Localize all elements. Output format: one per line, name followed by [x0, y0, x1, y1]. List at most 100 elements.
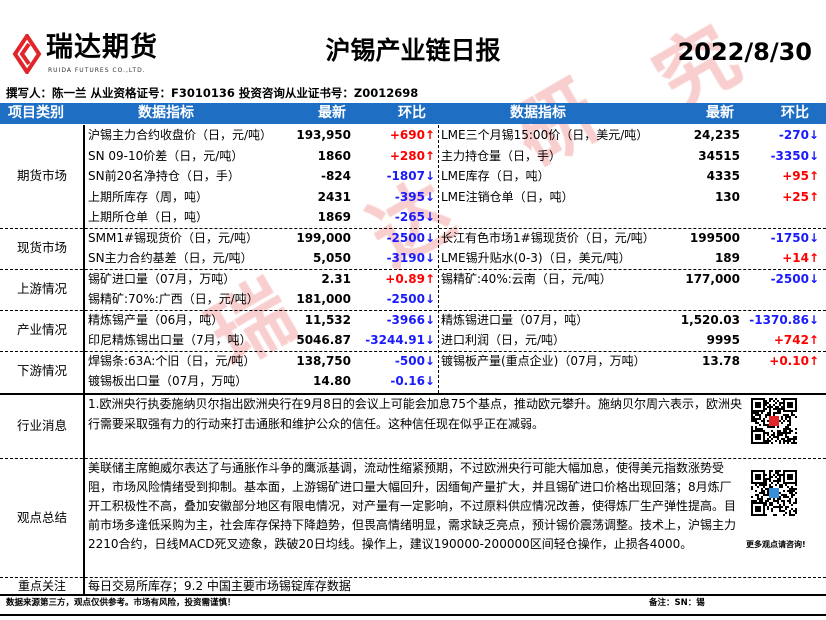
- indicator-name: 镀锡板出口量（07月，万吨）: [88, 374, 248, 388]
- indicator-name: 锡矿进口量（07月，万吨）: [88, 271, 236, 286]
- change-value: -265↓: [394, 210, 435, 224]
- table-row: SN前20名净持仓（日，手） -824 -1807↓ LME库存（日，吨） 4335 +9…: [0, 166, 826, 187]
- latest-value: 189: [714, 251, 740, 265]
- category-label: 上游情况: [16, 281, 67, 296]
- indicator-name: 镀锡板产量(重点企业)（07月，万吨）: [441, 353, 646, 368]
- category-label: 期货市场: [16, 168, 67, 184]
- latest-value: 1,520.03: [680, 312, 740, 327]
- news-category: 行业消息: [16, 418, 67, 433]
- latest-value: 199,000: [296, 230, 351, 245]
- indicator-name: SN 09-10价差（日，元/吨）: [88, 148, 244, 163]
- latest-value: 138,750: [296, 353, 351, 368]
- divider: [0, 458, 826, 459]
- indicator-name: SN前20名净持仓（日，手）: [88, 169, 240, 183]
- change-value: -270↓: [778, 128, 819, 142]
- header-latest: 最新: [318, 105, 346, 121]
- indicator-name: LME三个月锡15:00价（日，美元/吨）: [441, 128, 649, 142]
- table-row: 上期所仓单（日，吨） 1869 -265↓: [0, 207, 826, 228]
- table-header: 项目类别 数据指标 最新 环比 数据指标 最新 环比: [0, 103, 826, 124]
- divider: [0, 268, 826, 270]
- change-value: -2500↓: [386, 292, 435, 306]
- focus-category: 重点关注: [17, 579, 66, 593]
- indicator-name: 精炼锡进口量（07月，吨）: [441, 312, 589, 327]
- category-label: 下游情况: [16, 363, 67, 378]
- latest-value: -824: [320, 169, 351, 183]
- header-change-2: 环比: [781, 105, 809, 121]
- qr-code-icon[interactable]: [751, 398, 797, 444]
- divider: [0, 577, 826, 578]
- change-value: +25↑: [782, 189, 819, 204]
- header-indicator-2: 数据指标: [510, 105, 566, 121]
- latest-value: 130: [714, 189, 740, 204]
- indicator-name: LME库存（日，吨）: [441, 169, 550, 183]
- table-row: 锡矿进口量（07月，万吨） 2.31 +0.89↑ 锡精矿:40%:云南（日，元/吨）…: [0, 269, 826, 290]
- latest-value: 181,000: [296, 292, 351, 306]
- divider: [0, 227, 826, 229]
- indicator-name: SMM1#锡现货价（日，元/吨）: [88, 230, 259, 245]
- change-value: -1370.86↓: [749, 312, 819, 327]
- change-value: -3190↓: [386, 251, 435, 265]
- change-value: -1807↓: [386, 169, 435, 183]
- change-value: +14↑: [782, 251, 819, 265]
- change-value: +0.10↑: [769, 353, 819, 368]
- change-value: -1750↓: [770, 230, 819, 245]
- logo-name-en: RUIDA FUTURES CO.,LTD.: [48, 67, 146, 74]
- logo-name: 瑞达期货: [46, 32, 158, 63]
- change-value: -395↓: [394, 189, 435, 204]
- view-category: 观点总结: [16, 510, 67, 525]
- ruida-logo-icon: [12, 34, 42, 74]
- table-row: 镀锡板出口量（07月，万吨） 14.80 -0.16↓: [0, 371, 826, 392]
- indicator-name: 锡精矿:70%:广西（日，元/吨）: [88, 292, 259, 306]
- indicator-name: 主力持仓量（日，手）: [441, 148, 562, 163]
- change-value: -3350↓: [770, 148, 819, 163]
- table-row: 精炼锡产量（06月，吨） 11,532 -3966↓ 精炼锡进口量（07月，吨） 1,5…: [0, 310, 826, 331]
- latest-value: 1860: [317, 148, 351, 163]
- latest-value: 4335: [706, 169, 740, 183]
- latest-value: 2431: [317, 189, 351, 204]
- latest-value: 2.31: [321, 271, 351, 286]
- table-row: 焊锡条:63A:个旧（日，元/吨） 138,750 -500↓ 镀锡板产量(重点企业)…: [0, 351, 826, 372]
- focus-text: 每日交易所库存；9.2 中国主要市场锡锭库存数据: [88, 579, 351, 593]
- divider: [0, 350, 826, 352]
- change-value: -3966↓: [386, 312, 435, 327]
- author-line: 撰写人：陈一兰 从业资格证号：F3010136 投资咨询从业证书号：Z00126…: [6, 86, 419, 100]
- qr-code-icon[interactable]: [751, 470, 797, 516]
- latest-value: 9995: [706, 333, 740, 347]
- indicator-name: 上期所仓单（日，吨）: [88, 210, 209, 224]
- table-row: 锡精矿:70%:广西（日，元/吨） 181,000 -2500↓: [0, 289, 826, 310]
- qr-caption: 更多观点请咨询!: [746, 540, 806, 549]
- divider: [83, 125, 85, 595]
- change-value: +690↑: [389, 128, 435, 142]
- latest-value: 193,950: [296, 128, 351, 142]
- indicator-name: 焊锡条:63A:个旧（日，元/吨）: [88, 353, 256, 368]
- latest-value: 5,050: [313, 251, 351, 265]
- footnote: 备注：SN：锡: [649, 598, 705, 608]
- indicator-name: 锡精矿:40%:云南（日，元/吨）: [441, 271, 612, 286]
- change-value: -0.16↓: [390, 374, 435, 388]
- change-value: -500↓: [394, 353, 435, 368]
- indicator-name: 上期所库存（周，吨）: [88, 189, 209, 204]
- table-row: SN主力合约基差（日，元/吨） 5,050 -3190↓ LME锡升贴水(0-3)（日…: [0, 248, 826, 269]
- latest-value: 13.78: [702, 353, 740, 368]
- indicator-name: 进口利润（日，元/吨）: [441, 333, 566, 347]
- indicator-name: 沪锡主力合约收盘价（日，元/吨）: [88, 128, 273, 142]
- table-row: SN 09-10价差（日，元/吨） 1860 +280↑ 主力持仓量（日，手） 3451…: [0, 146, 826, 167]
- divider: [0, 614, 826, 616]
- change-value: +280↑: [389, 148, 435, 163]
- change-value: -3244.91↓: [365, 333, 435, 347]
- change-value: +0.89↑: [385, 271, 435, 286]
- disclaimer: 数据来源第三方，观点仅供参考。市场有风险，投资需谨慎！: [6, 598, 236, 608]
- indicator-name: LME锡升贴水(0-3)（日，美元/吨）: [441, 251, 631, 265]
- news-text: 1.欧洲央行执委施纳贝尔指出欧洲央行在9月8日的会议上可能会加息75个基点，推动…: [88, 397, 742, 431]
- header-indicator: 数据指标: [138, 105, 194, 121]
- report-date: 2022/8/30: [677, 38, 812, 66]
- divider: [438, 125, 439, 393]
- indicator-name: LME注销仓单（日，吨）: [441, 189, 574, 204]
- divider: [0, 393, 826, 395]
- latest-value: 11,532: [304, 312, 351, 327]
- change-value: +742↑: [773, 333, 819, 347]
- table-row: 沪锡主力合约收盘价（日，元/吨） 193,950 +690↑ LME三个月锡15:00…: [0, 125, 826, 146]
- header-change: 环比: [398, 105, 426, 121]
- change-value: -2500↓: [386, 230, 435, 245]
- latest-value: 177,000: [685, 271, 740, 286]
